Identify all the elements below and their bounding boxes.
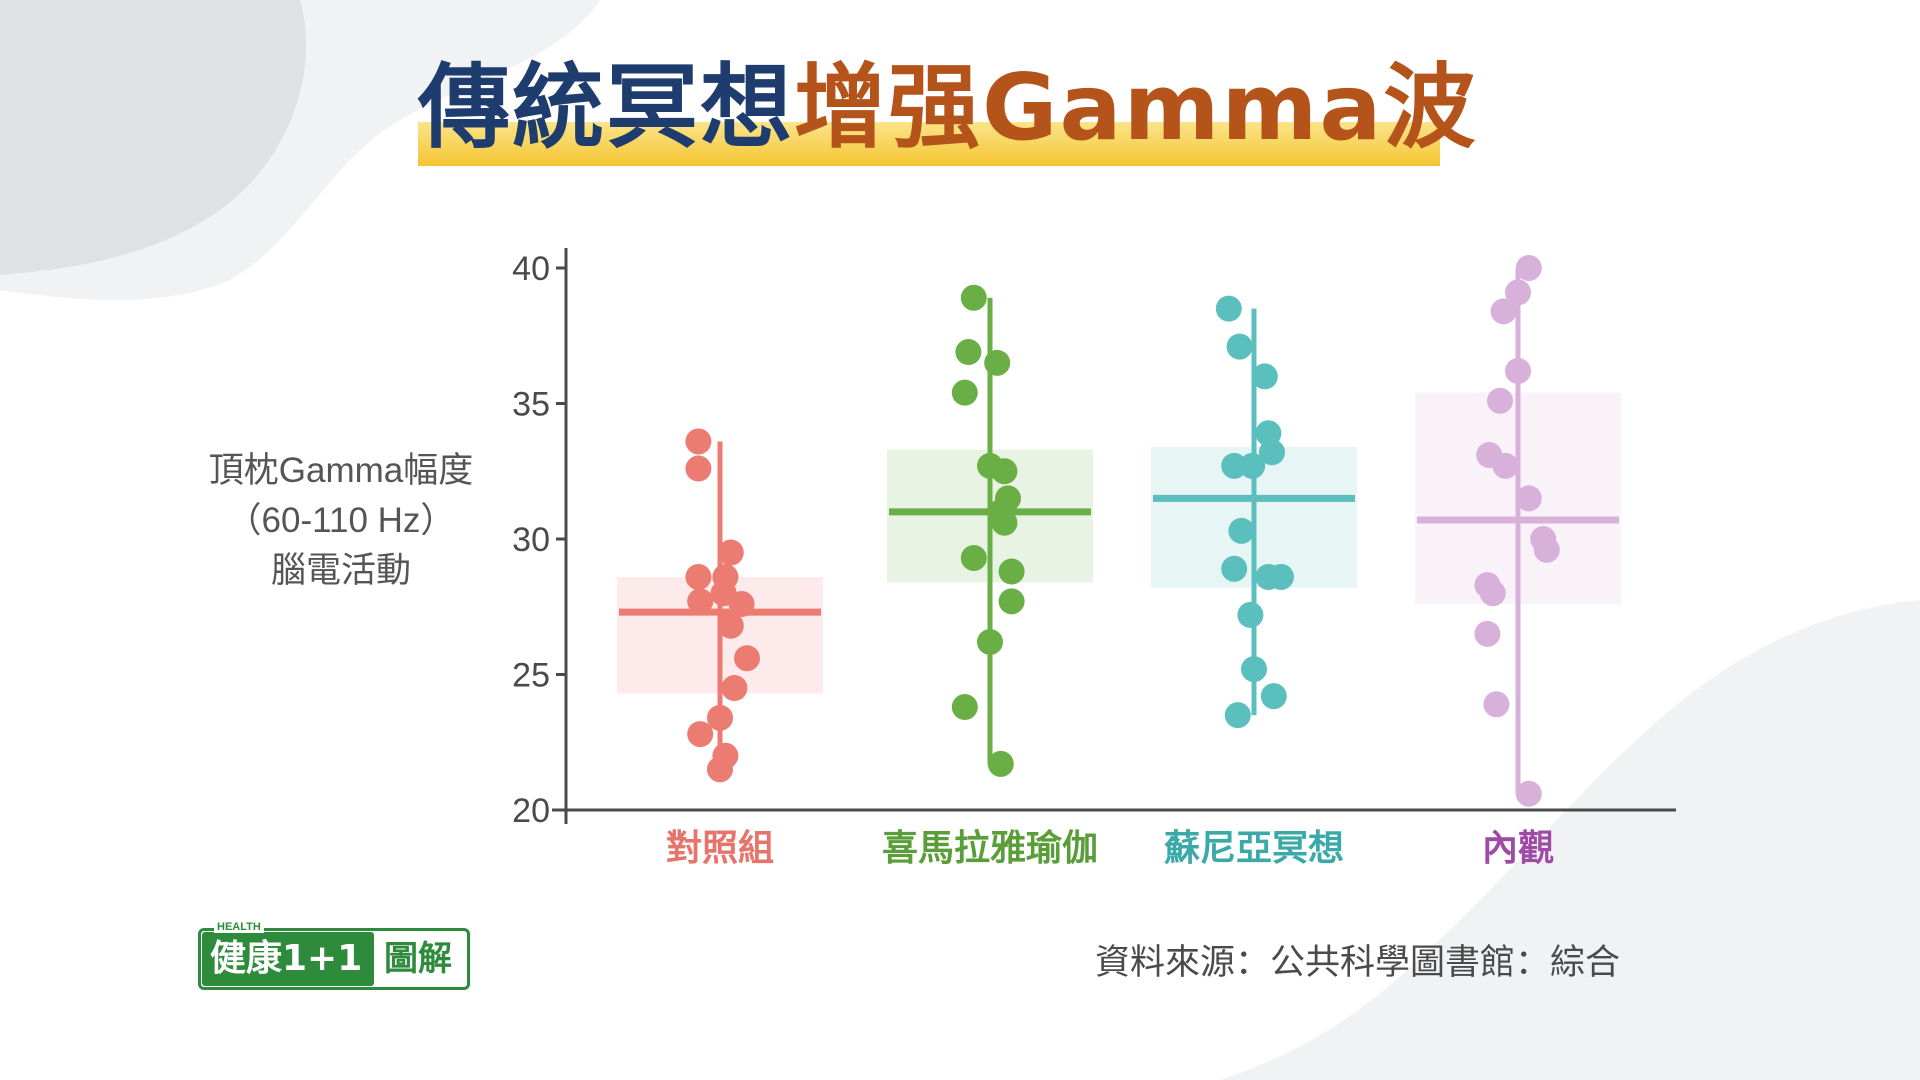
page-title: 傳統冥想增强Gamma波 xyxy=(418,58,1475,158)
logo-green-panel xyxy=(202,932,374,986)
data-point xyxy=(987,750,1014,777)
data-point xyxy=(717,612,744,639)
data-point xyxy=(991,509,1018,536)
data-point xyxy=(1483,691,1510,718)
data-point xyxy=(1533,536,1560,563)
data-point xyxy=(1479,580,1506,607)
y-tick-label: 25 xyxy=(512,657,550,695)
logo-health-text: HEALTH xyxy=(214,921,264,933)
data-point xyxy=(960,544,987,571)
data-point xyxy=(717,539,744,566)
logo-main-text: 健康1+1 xyxy=(210,938,363,979)
x-tick-label: 蘇尼亞冥想 xyxy=(1164,828,1344,869)
y-tick-label: 20 xyxy=(512,792,550,830)
data-point xyxy=(1515,255,1542,281)
data-point xyxy=(685,455,712,482)
group-2: 喜馬拉雅瑜伽 xyxy=(882,284,1098,869)
y-axis-label: 頂枕Gamma幅度 （60-110 Hz） 腦電活動 xyxy=(160,446,522,596)
data-point xyxy=(1239,452,1266,479)
group-1: 對照組 xyxy=(617,428,823,869)
data-point xyxy=(984,349,1011,376)
data-point xyxy=(1515,780,1542,807)
data-point xyxy=(734,645,760,672)
y-tick-label: 40 xyxy=(512,250,550,288)
logo-sub-text: 圖解 xyxy=(384,939,452,979)
data-point xyxy=(1492,452,1519,479)
axis-layer: 20 25 30 35 40 xyxy=(512,248,1676,830)
data-point xyxy=(1215,295,1242,322)
y-tick-label: 35 xyxy=(512,386,550,424)
group-layer: 對照組 喜馬拉雅瑜伽 蘇尼亞冥想 內觀 xyxy=(617,255,1621,869)
group-4: 內觀 xyxy=(1415,255,1621,869)
data-point xyxy=(998,558,1025,585)
data-point xyxy=(1221,452,1248,479)
data-point xyxy=(1226,333,1253,360)
title-block: 傳統冥想增强Gamma波 xyxy=(418,58,1475,166)
data-point xyxy=(1259,439,1285,466)
data-point xyxy=(1221,555,1248,582)
x-tick-label: 對照組 xyxy=(666,828,774,869)
y-tick-label: 30 xyxy=(512,521,550,559)
data-point xyxy=(951,694,978,721)
title-highlight-bar xyxy=(418,122,1440,166)
group-3: 蘇尼亞冥想 xyxy=(1151,295,1357,869)
data-point xyxy=(1224,702,1251,729)
data-point xyxy=(1474,620,1501,647)
data-point xyxy=(1505,357,1531,384)
data-point xyxy=(951,379,978,406)
data-point xyxy=(685,563,712,590)
data-point xyxy=(1228,517,1255,544)
data-point xyxy=(687,588,714,615)
y-axis-label-line-2: （60-110 Hz） xyxy=(226,501,456,540)
data-point xyxy=(687,721,714,748)
data-point xyxy=(1515,485,1542,512)
health-1plus1-logo: HEALTH 健康1+1 圖解 xyxy=(198,921,478,994)
data-point xyxy=(977,628,1003,655)
y-axis-label-line-1: 頂枕Gamma幅度 xyxy=(208,451,474,490)
data-point xyxy=(991,458,1018,485)
title-part-gamma: 增强Gamma波 xyxy=(794,54,1478,161)
x-tick-label: 喜馬拉雅瑜伽 xyxy=(882,828,1098,869)
data-point xyxy=(1260,683,1287,710)
data-point xyxy=(685,428,712,455)
data-point xyxy=(1251,363,1278,390)
data-point xyxy=(960,284,987,311)
data-point xyxy=(707,704,733,731)
data-point xyxy=(728,591,755,618)
data-point xyxy=(721,675,748,702)
data-point xyxy=(1237,601,1264,628)
data-point xyxy=(955,339,982,366)
data-point xyxy=(1241,656,1267,683)
data-point xyxy=(1268,563,1294,590)
data-point xyxy=(998,588,1025,615)
y-axis-label-line-3: 腦電活動 xyxy=(270,551,411,590)
x-tick-label: 內觀 xyxy=(1482,828,1554,869)
title-part-meditation: 傳統冥想 xyxy=(418,54,795,161)
data-point xyxy=(1505,279,1531,306)
data-point xyxy=(1487,387,1513,414)
background-decoration-bottom-right xyxy=(1220,600,1920,1080)
data-point xyxy=(1490,298,1517,325)
data-point xyxy=(707,756,733,783)
source-note: 資料來源：公共科學圖書館：綜合 xyxy=(1094,943,1620,983)
background-decoration-top-left xyxy=(0,0,600,300)
